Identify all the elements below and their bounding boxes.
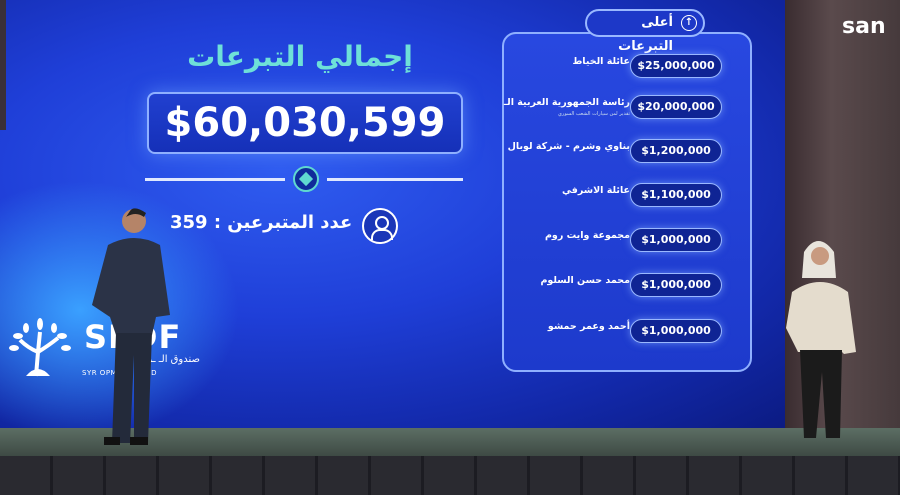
donor-name: أحمد وعمر حمشو bbox=[547, 321, 630, 332]
top-donations-title: أعلى التبرعات bbox=[618, 15, 673, 54]
donor-subtitle: تقدير لمن سيارات الشعب السوري bbox=[558, 111, 630, 117]
donation-amount: $25,000,000 bbox=[630, 54, 722, 78]
divider-left bbox=[145, 178, 285, 181]
donor-name: عائلة الخياط bbox=[572, 56, 630, 67]
arrow-up-icon: ↑ bbox=[681, 15, 697, 31]
donor-count: عدد المتبرعين : 359 bbox=[170, 212, 353, 233]
tree-logo-icon bbox=[9, 318, 71, 377]
donation-row: بناوي وشرم - شركة لوبال $1,200,000 bbox=[507, 139, 740, 165]
donation-row: أحمد وعمر حمشو $1,000,000 bbox=[510, 319, 740, 345]
donation-amount: $1,200,000 bbox=[630, 139, 722, 163]
donor-name: بناوي وشرم - شركة لوبال bbox=[507, 141, 630, 152]
donation-amount: $1,000,000 bbox=[630, 319, 722, 343]
donation-row: مجموعة وايت روم $1,000,000 bbox=[510, 228, 740, 254]
donor-name: مجموعة وايت روم bbox=[544, 230, 630, 241]
donation-row: محمد حسن السلوم $1,000,000 bbox=[510, 273, 740, 299]
donation-row: عائلة الخياط $25,000,000 bbox=[510, 54, 740, 80]
stone-wall bbox=[0, 456, 900, 495]
donation-amount: $20,000,000 bbox=[630, 95, 722, 119]
donation-amount: $1,100,000 bbox=[630, 183, 722, 207]
donor-name: رئاسة الجمهورية العربية الـ bbox=[503, 97, 630, 108]
stone-edge bbox=[0, 0, 6, 130]
total-donations-title: إجمالي التبرعات bbox=[187, 40, 413, 73]
diamond-icon bbox=[293, 166, 319, 192]
divider-right bbox=[327, 178, 463, 181]
donation-row: عائلة الاشرفي $1,100,000 bbox=[510, 183, 740, 209]
total-amount: $60,030,599 bbox=[147, 92, 463, 154]
donation-row: رئاسة الجمهورية العربية الـ تقدير لمن سيا… bbox=[504, 95, 740, 121]
donation-amount: $1,000,000 bbox=[630, 273, 722, 297]
top-donations-header: أعلى التبرعات ↑ bbox=[585, 9, 705, 54]
donor-name: عائلة الاشرفي bbox=[562, 185, 630, 196]
user-icon bbox=[362, 208, 398, 244]
male-presenter bbox=[92, 208, 170, 445]
broadcaster-logo: san bbox=[842, 14, 886, 39]
female-presenter bbox=[786, 241, 856, 438]
donation-amount: $1,000,000 bbox=[630, 228, 722, 252]
donor-name: محمد حسن السلوم bbox=[540, 275, 630, 286]
stage-floor bbox=[0, 428, 900, 456]
fund-logo-arabic: صندوق الـ ـري bbox=[139, 354, 200, 365]
